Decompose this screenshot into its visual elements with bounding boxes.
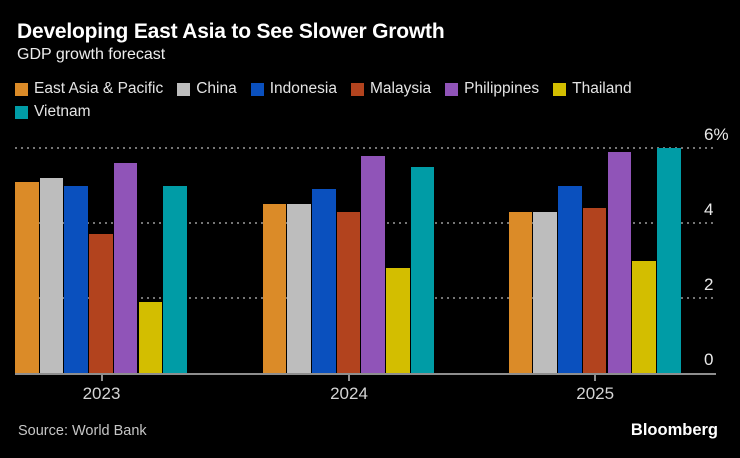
chart-subtitle: GDP growth forecast xyxy=(17,46,166,63)
legend-swatch-philippines xyxy=(445,82,459,96)
chart-title: Developing East Asia to See Slower Growt… xyxy=(17,20,445,43)
bar-vietnam-2025 xyxy=(657,148,681,373)
x-axis-label-2025: 2025 xyxy=(576,384,615,403)
x-tick-2025 xyxy=(594,375,597,381)
bar-philippines-2023 xyxy=(113,163,138,373)
legend-item-philippines: Philippines xyxy=(445,80,539,98)
y-axis-label-4: 4 xyxy=(704,200,714,219)
x-tick-2023 xyxy=(100,375,103,381)
legend-label-vietnam: Vietnam xyxy=(34,103,91,120)
gridline-6 xyxy=(15,147,716,149)
bar-indonesia-2023 xyxy=(64,185,89,373)
bloomberg-logo: Bloomberg xyxy=(630,421,718,439)
bar-indonesia-2024 xyxy=(311,189,336,373)
x-tick-2024 xyxy=(348,375,350,381)
legend-label-east-asia-pacific: East Asia & Pacific xyxy=(34,80,164,97)
x-axis-label-2023: 2023 xyxy=(82,384,121,403)
bar-thailand-2023 xyxy=(138,301,163,373)
legend-label-philippines: Philippines xyxy=(464,80,540,97)
y-axis-label-2: 2 xyxy=(704,275,714,294)
bar-malaysia-2024 xyxy=(336,211,361,373)
legend-item-thailand: Thailand xyxy=(553,80,632,98)
legend-item-east-asia-pacific: East Asia & Pacific xyxy=(15,80,163,98)
bar-china-2024 xyxy=(287,204,311,373)
bar-philippines-2025 xyxy=(607,151,632,373)
legend-swatch-china xyxy=(177,82,191,96)
legend-item-indonesia: Indonesia xyxy=(250,80,337,98)
bar-thailand-2025 xyxy=(632,260,656,373)
legend-swatch-vietnam xyxy=(15,105,28,119)
legend-swatch-malaysia xyxy=(350,82,364,96)
legend-label-indonesia: Indonesia xyxy=(269,80,337,97)
legend-row-1: East Asia & Pacific China Indonesia Malaysi… xyxy=(15,80,715,98)
x-axis-line xyxy=(15,373,716,375)
legend-item-vietnam: Vietnam xyxy=(15,103,91,121)
legend-label-thailand: Thailand xyxy=(572,80,632,97)
bar-malaysia-2025 xyxy=(582,208,607,373)
legend-label-china: China xyxy=(196,80,237,97)
legend-swatch-indonesia xyxy=(250,82,264,96)
legend-item-china: China xyxy=(177,80,237,98)
chart-legend: East Asia & Pacific China Indonesia Malaysi… xyxy=(15,80,715,121)
x-axis-label-2024: 2024 xyxy=(330,384,368,403)
y-axis-label-0: 0 xyxy=(704,350,714,369)
bar-thailand-2024 xyxy=(386,268,410,373)
bar-vietnam-2024 xyxy=(410,166,435,373)
legend-swatch-east-asia-pacific xyxy=(15,82,28,96)
bar-vietnam-2023 xyxy=(163,185,187,373)
bar-malaysia-2023 xyxy=(89,234,113,373)
bar-east-asia-pacific-2024 xyxy=(262,204,287,373)
bar-china-2023 xyxy=(39,178,64,373)
legend-label-malaysia: Malaysia xyxy=(369,80,432,97)
bar-indonesia-2025 xyxy=(558,185,582,373)
legend-swatch-thailand xyxy=(553,82,567,96)
legend-row-2: Vietnam xyxy=(15,103,715,121)
source-label: Source: World Bank xyxy=(18,423,147,439)
bar-philippines-2024 xyxy=(361,155,385,373)
bar-east-asia-pacific-2025 xyxy=(508,211,533,373)
legend-item-malaysia: Malaysia xyxy=(350,80,432,98)
bar-china-2025 xyxy=(533,211,557,373)
y-axis-label-6: 6% xyxy=(704,125,729,144)
bar-east-asia-pacific-2023 xyxy=(15,181,39,373)
